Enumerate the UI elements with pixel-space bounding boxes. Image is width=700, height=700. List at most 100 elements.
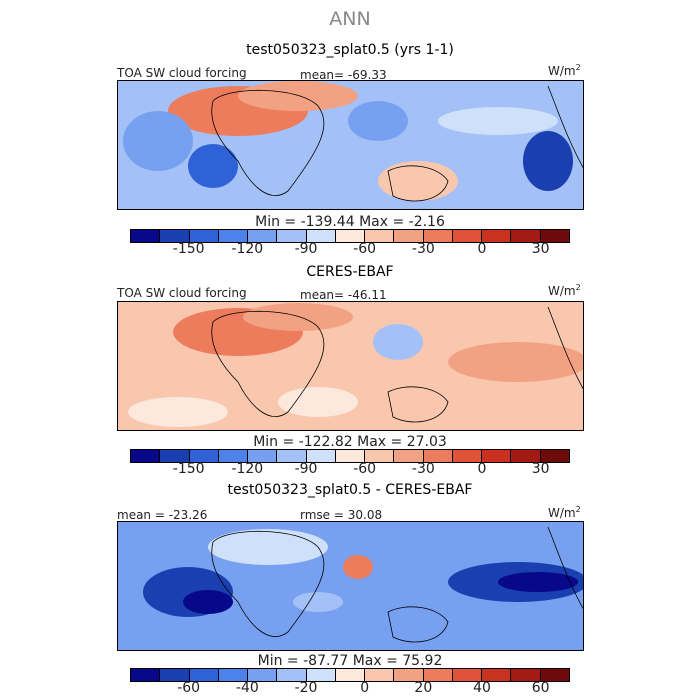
panel-1-min-max: Min = -139.44 Max = -2.16 [255, 214, 445, 230]
panel-2-map-svg [118, 302, 583, 430]
colorbar-swatch [540, 669, 569, 681]
colorbar-swatch [277, 669, 307, 681]
southeast-atlantic-patch [188, 144, 238, 188]
colorbar-tick-label: 0 [360, 680, 370, 696]
colorbar-tick-label: -150 [172, 461, 205, 477]
panel-2-units-label: W/m2 [548, 283, 581, 298]
colorbar-swatch [482, 450, 512, 462]
panel-3-rmse-label: rmse = 30.08 [300, 508, 383, 522]
panel-1-mean-label: mean= -69.33 [300, 68, 387, 82]
colorbar-tick-label: -150 [172, 241, 205, 257]
map-field-patches [143, 529, 583, 617]
panel-3-units-label: W/m2 [548, 505, 581, 520]
colorbar-swatch [248, 669, 278, 681]
coastlines [211, 306, 583, 423]
arabia-patch [238, 81, 358, 111]
colorbar-swatch [131, 230, 161, 242]
panel-1-colorbar-ticks: -150 -120 -90 -60 -30 0 30 [0, 241, 700, 261]
colorbar-tick-label: -90 [294, 461, 318, 477]
colorbar-tick-label: -90 [294, 241, 318, 257]
colorbar-swatch [189, 230, 219, 242]
panel-1-units-label: W/m2 [548, 63, 581, 78]
colorbar-swatch [540, 230, 569, 242]
colorbar-swatch [218, 230, 249, 242]
colorbar-swatch [394, 230, 424, 242]
colorbar-swatch [511, 230, 541, 242]
map-field-patches [123, 81, 573, 201]
panel-3-map-svg [118, 522, 583, 650]
colorbar-swatch [248, 230, 278, 242]
colorbar-swatch [365, 230, 395, 242]
southern-ocean-patch [128, 397, 228, 427]
colorbar-swatch [423, 450, 453, 462]
colorbar-swatch [511, 450, 541, 462]
colorbar-swatch [189, 669, 219, 681]
panel-1-map-svg [118, 81, 583, 209]
colorbar-swatch [277, 450, 307, 462]
colorbar-tick-label: 60 [531, 680, 550, 696]
colorbar-swatch [160, 230, 190, 242]
panel-2-colorbar [130, 449, 570, 463]
colorbar-tick-label: -40 [235, 680, 259, 696]
coastlines [211, 526, 583, 643]
panel-3-colorbar-ticks: -60 -40 -20 0 20 40 60 [0, 680, 700, 700]
colorbar-swatch [452, 669, 483, 681]
panel-3-colorbar [130, 668, 570, 682]
panel-2-min-max: Min = -122.82 Max = 27.03 [253, 434, 447, 450]
colorbar-swatch [482, 669, 512, 681]
colorbar-tick-label: 0 [477, 241, 487, 257]
panel-2-mean-label: mean= -46.11 [300, 288, 387, 302]
panel-1-map [117, 80, 584, 210]
colorbar-tick-label: -120 [231, 241, 264, 257]
colorbar-swatch [306, 450, 336, 462]
colorbar-swatch [365, 669, 395, 681]
colorbar-swatch [189, 450, 219, 462]
panel-3-min-max: Min = -87.77 Max = 75.92 [257, 653, 443, 669]
panel-2-map [117, 301, 584, 431]
coastlines [211, 85, 583, 202]
colorbar-swatch [365, 450, 395, 462]
colorbar-tick-label: 30 [531, 241, 550, 257]
colorbar-swatch [423, 230, 453, 242]
colorbar-tick-label: 20 [414, 680, 433, 696]
colorbar-swatch [540, 450, 569, 462]
colorbar-swatch [335, 450, 366, 462]
figure-title: ANN [329, 8, 371, 30]
colorbar-tick-label: -30 [411, 241, 435, 257]
colorbar-swatch [160, 450, 190, 462]
colorbar-swatch [218, 450, 249, 462]
colorbar-tick-label: -60 [177, 680, 201, 696]
colorbar-tick-label: -20 [294, 680, 318, 696]
panel-1-title: test050323_splat0.5 (yrs 1-1) [246, 42, 454, 58]
colorbar-tick-label: 0 [477, 461, 487, 477]
atlantic-patch [123, 111, 193, 171]
colorbar-swatch [452, 450, 483, 462]
australia-patch [378, 161, 458, 201]
map-field-patches [128, 303, 583, 427]
maritime-continent-patch [348, 101, 408, 141]
panel-1-variable-label: TOA SW cloud forcing [117, 66, 247, 80]
colorbar-swatch [131, 450, 161, 462]
panel-1-colorbar [130, 229, 570, 243]
north-africa-patch [208, 529, 328, 565]
colorbar-swatch [335, 230, 366, 242]
colorbar-swatch [160, 669, 190, 681]
central-pacific-patch [438, 107, 558, 135]
panel-2-title: CERES-EBAF [306, 264, 394, 280]
colorbar-swatch [394, 450, 424, 462]
colorbar-swatch [131, 669, 161, 681]
colorbar-swatch [482, 230, 512, 242]
panel-3-mean-label: mean = -23.26 [117, 508, 208, 522]
panel-3-title: test050323_splat0.5 - CERES-EBAF [227, 482, 473, 498]
southeast-pacific-core [498, 572, 578, 592]
colorbar-tick-label: -30 [411, 461, 435, 477]
colorbar-swatch [277, 230, 307, 242]
colorbar-tick-label: 40 [473, 680, 491, 696]
colorbar-tick-label: -120 [231, 461, 264, 477]
colorbar-tick-label: -60 [353, 461, 377, 477]
colorbar-tick-label: -60 [353, 241, 377, 257]
maritime-continent-patch [373, 324, 423, 360]
indian-ocean-patch [293, 592, 343, 612]
colorbar-swatch [306, 230, 336, 242]
indian-ocean-patch [278, 387, 358, 417]
